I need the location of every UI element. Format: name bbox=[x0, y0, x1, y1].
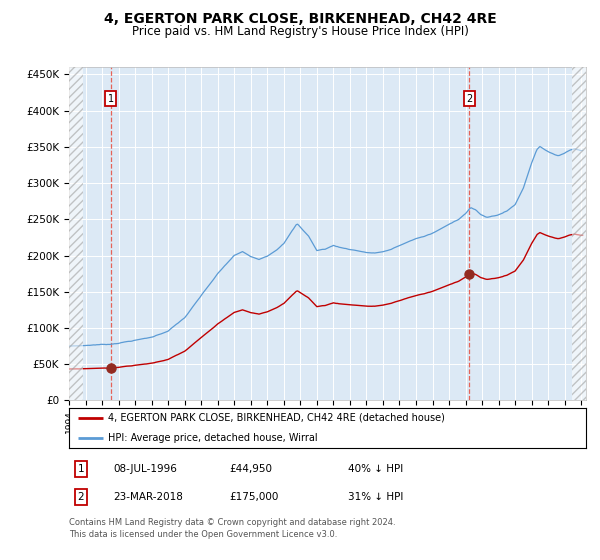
Text: 1: 1 bbox=[77, 464, 84, 474]
Text: 4, EGERTON PARK CLOSE, BIRKENHEAD, CH42 4RE: 4, EGERTON PARK CLOSE, BIRKENHEAD, CH42 … bbox=[104, 12, 496, 26]
Text: £44,950: £44,950 bbox=[229, 464, 272, 474]
Text: This data is licensed under the Open Government Licence v3.0.: This data is licensed under the Open Gov… bbox=[69, 530, 337, 539]
Text: 1: 1 bbox=[107, 94, 114, 104]
Text: 4, EGERTON PARK CLOSE, BIRKENHEAD, CH42 4RE (detached house): 4, EGERTON PARK CLOSE, BIRKENHEAD, CH42 … bbox=[108, 413, 445, 423]
Text: Contains HM Land Registry data © Crown copyright and database right 2024.: Contains HM Land Registry data © Crown c… bbox=[69, 518, 395, 527]
Bar bbox=[69, 67, 83, 400]
Text: 23-MAR-2018: 23-MAR-2018 bbox=[113, 492, 183, 502]
Bar bbox=[572, 67, 586, 400]
Text: HPI: Average price, detached house, Wirral: HPI: Average price, detached house, Wirr… bbox=[108, 433, 317, 443]
Text: 31% ↓ HPI: 31% ↓ HPI bbox=[348, 492, 404, 502]
Text: 2: 2 bbox=[77, 492, 84, 502]
Text: £175,000: £175,000 bbox=[229, 492, 279, 502]
Text: 2: 2 bbox=[466, 94, 472, 104]
Text: Price paid vs. HM Land Registry's House Price Index (HPI): Price paid vs. HM Land Registry's House … bbox=[131, 25, 469, 38]
Text: 40% ↓ HPI: 40% ↓ HPI bbox=[348, 464, 404, 474]
Text: 08-JUL-1996: 08-JUL-1996 bbox=[113, 464, 177, 474]
